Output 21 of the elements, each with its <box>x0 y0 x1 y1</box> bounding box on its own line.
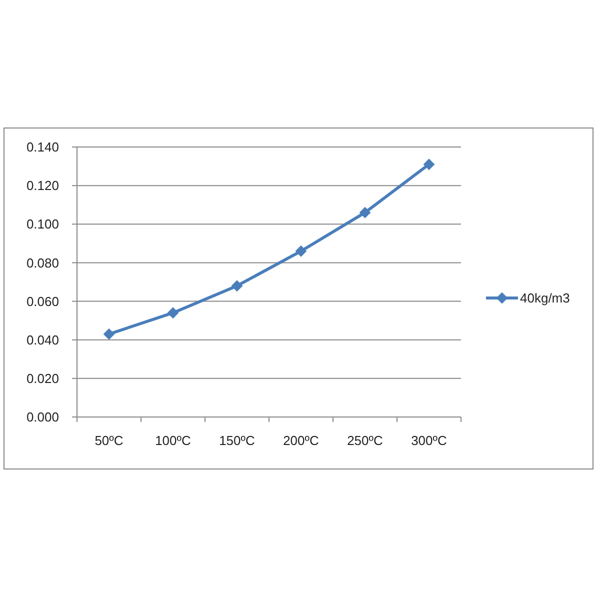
y-tick-label: 0.020 <box>26 370 59 386</box>
x-tick-label: 50ºC <box>94 433 124 448</box>
point <box>168 307 178 318</box>
x-tick-label: 200ºC <box>283 433 319 448</box>
point <box>104 328 114 340</box>
x-tick-label: 300ºC <box>411 433 447 448</box>
x-tick-label: 100ºC <box>155 433 191 448</box>
legend-label: 40kg/m3 <box>520 290 570 306</box>
point <box>232 280 242 292</box>
x-tick-label: 250ºC <box>347 433 383 448</box>
y-tick-label: 0.000 <box>26 410 59 425</box>
x-tick-label: 150ºC <box>219 433 255 448</box>
point <box>360 207 370 218</box>
y-tick-label: 0.060 <box>26 294 59 309</box>
point <box>424 158 434 170</box>
y-tick-label: 0.120 <box>26 178 59 194</box>
y-tick-label: 0.100 <box>26 216 59 232</box>
y-tick-label: 0.140 <box>26 140 59 155</box>
point <box>296 246 306 257</box>
y-tick-label: 0.080 <box>26 255 59 270</box>
y-tick-label: 0.040 <box>26 332 59 348</box>
